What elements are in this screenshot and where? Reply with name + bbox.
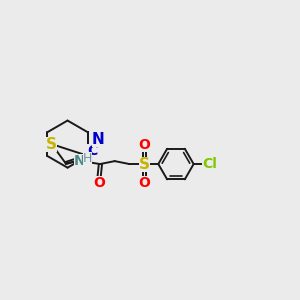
Text: O: O: [138, 138, 150, 152]
Text: S: S: [139, 157, 150, 172]
Text: H: H: [83, 152, 92, 165]
Text: C: C: [87, 144, 97, 158]
Text: O: O: [138, 176, 150, 190]
Text: O: O: [93, 176, 105, 190]
Text: S: S: [46, 136, 57, 152]
Text: N: N: [74, 154, 85, 168]
Text: Cl: Cl: [202, 157, 217, 171]
Text: N: N: [92, 132, 105, 147]
